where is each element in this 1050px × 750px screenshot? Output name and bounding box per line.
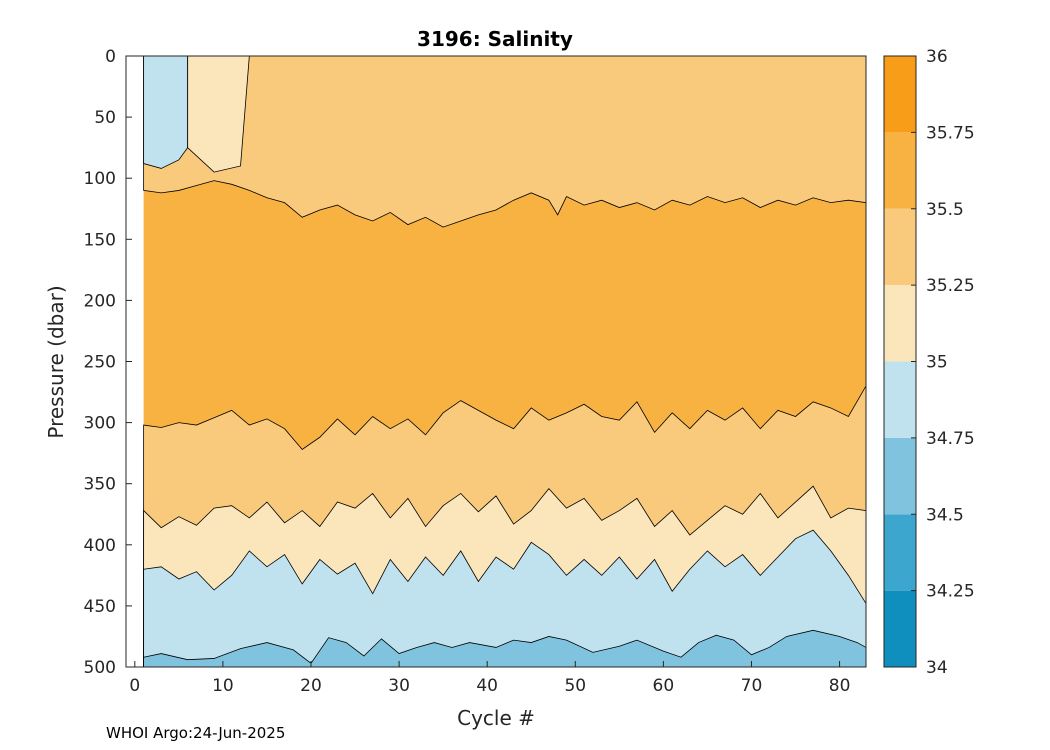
colorbar-swatch [884, 514, 916, 591]
x-tick-label: 20 [300, 676, 322, 696]
y-tick-label: 300 [84, 414, 116, 434]
x-tick-label: 70 [741, 676, 763, 696]
contour-band-surface-34.75 [143, 55, 189, 169]
y-tick-label: 100 [84, 169, 116, 189]
colorbar-tick-label: 34.75 [926, 429, 975, 449]
y-tick-label: 50 [94, 108, 116, 128]
x-tick-label: 30 [388, 676, 410, 696]
colorbar-swatch [884, 132, 916, 209]
x-tick-label: 50 [564, 676, 586, 696]
chart-title: 3196: Salinity [417, 27, 573, 51]
y-axis-label: Pressure (dbar) [44, 285, 68, 438]
x-tick-label: 80 [829, 676, 851, 696]
y-tick-label: 400 [84, 536, 116, 556]
y-tick-label: 350 [84, 475, 116, 495]
colorbar-tick-label: 35.25 [926, 276, 975, 296]
x-axis: 0 10 20 30 40 50 60 70 80 [129, 661, 850, 696]
y-tick-label: 200 [84, 291, 116, 311]
footer-credit: WHOI Argo:24-Jun-2025 [106, 724, 286, 742]
colorbar-tick-label: 36 [926, 47, 948, 67]
colorbar-swatch [884, 208, 916, 286]
y-tick-label: 500 [84, 658, 116, 678]
colorbar-tick-label: 35.75 [926, 123, 975, 143]
colorbar: 34 34.25 34.5 34.75 35 35.25 35.5 35.75 36 [883, 47, 975, 678]
y-axis: 0 50 100 150 200 250 300 350 400 450 500 [84, 47, 132, 678]
x-tick-label: 0 [129, 676, 140, 696]
contour-band-surface-35 [187, 55, 250, 173]
y-tick-label: 150 [84, 230, 116, 250]
y-tick-label: 450 [84, 597, 116, 617]
contour-band-34.75 [143, 629, 867, 668]
colorbar-tick-label: 35 [926, 353, 948, 373]
colorbar-swatch [884, 361, 916, 438]
colorbar-swatch [884, 56, 916, 133]
contour-plot-area [125, 55, 867, 668]
x-tick-label: 40 [476, 676, 498, 696]
colorbar-swatch [884, 590, 916, 667]
colorbar-tick-label: 34 [926, 658, 948, 678]
contour-band-35 [143, 529, 867, 668]
x-axis-label: Cycle # [457, 706, 535, 730]
x-tick-label: 60 [653, 676, 675, 696]
contour-band-surface-35.25 [143, 55, 867, 228]
colorbar-tick-label: 34.5 [926, 505, 964, 525]
colorbar-tick-label: 35.5 [926, 200, 964, 220]
colorbar-swatch [884, 437, 916, 515]
y-tick-label: 0 [105, 47, 116, 67]
x-tick-label: 10 [212, 676, 234, 696]
y-tick-label: 250 [84, 353, 116, 373]
colorbar-swatch [884, 285, 916, 362]
colorbar-tick-label: 34.25 [926, 582, 975, 602]
